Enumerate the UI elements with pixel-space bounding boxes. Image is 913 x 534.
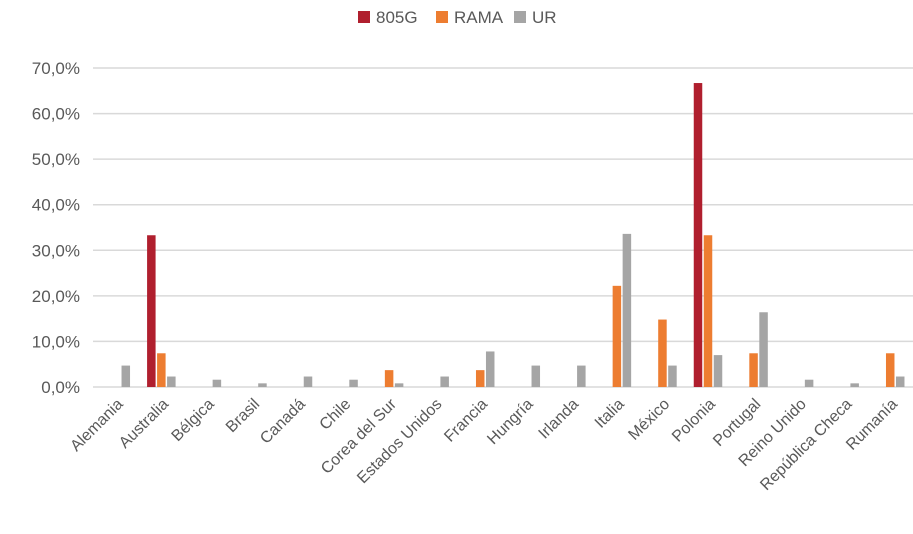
bar-ur-4 bbox=[303, 376, 313, 387]
bar-ur-9 bbox=[531, 365, 541, 387]
bar-rama-1 bbox=[157, 353, 166, 387]
legend-swatch-805g bbox=[358, 11, 370, 23]
x-tick-label: Italia bbox=[592, 396, 628, 432]
x-tick-label: Chile bbox=[317, 396, 355, 434]
legend-swatch-rama bbox=[436, 11, 448, 23]
bar-ur-10 bbox=[577, 365, 586, 387]
legend-swatch-ur bbox=[514, 11, 526, 23]
x-tick-label: Australia bbox=[116, 396, 172, 452]
x-tick-label: Brasil bbox=[223, 396, 263, 436]
bar-ur-12 bbox=[668, 365, 677, 387]
bar-805g-13 bbox=[693, 83, 703, 387]
bar-ur-1 bbox=[167, 376, 176, 387]
y-tick-label: 10,0% bbox=[32, 332, 80, 351]
bar-ur-0 bbox=[121, 365, 131, 387]
bar-ur-14 bbox=[759, 312, 768, 387]
y-axis: 0,0% 10,0% 20,0% 30,0% 40,0% 50,0% 60,0% 70,0% bbox=[32, 59, 80, 397]
bar-ur-8 bbox=[485, 351, 495, 387]
bar-rama-12 bbox=[658, 319, 667, 387]
bar-ur-3 bbox=[258, 383, 267, 387]
x-tick-label: Hungría bbox=[484, 396, 536, 448]
bar-ur-16 bbox=[850, 383, 859, 387]
y-tick-label: 50,0% bbox=[32, 150, 80, 169]
bar-rama-17 bbox=[885, 353, 895, 387]
legend-label-ur: UR bbox=[532, 8, 557, 27]
bar-rama-13 bbox=[703, 235, 713, 387]
bar-rama-11 bbox=[612, 285, 622, 387]
y-tick-label: 40,0% bbox=[32, 196, 80, 215]
bar-ur-17 bbox=[895, 376, 905, 387]
bar-ur-13 bbox=[713, 355, 723, 387]
bar-rama-6 bbox=[384, 370, 394, 387]
y-tick-label: 70,0% bbox=[32, 59, 80, 78]
legend-label-rama: RAMA bbox=[454, 8, 504, 27]
x-tick-label: Irlanda bbox=[536, 396, 583, 443]
legend-label-805g: 805G bbox=[376, 8, 418, 27]
bar-rama-8 bbox=[475, 370, 485, 387]
y-tick-label: 0,0% bbox=[41, 378, 80, 397]
y-tick-label: 60,0% bbox=[32, 105, 80, 124]
bar-ur-11 bbox=[622, 233, 632, 387]
x-tick-label: Canadá bbox=[257, 396, 309, 448]
bars bbox=[121, 83, 905, 387]
bar-ur-2 bbox=[212, 379, 222, 387]
x-tick-label: Alemania bbox=[67, 396, 126, 455]
bar-rama-14 bbox=[749, 353, 758, 387]
x-tick-label: Bélgica bbox=[169, 396, 218, 445]
y-tick-label: 20,0% bbox=[32, 287, 80, 306]
bar-805g-1 bbox=[147, 235, 156, 387]
gridlines bbox=[93, 67, 913, 388]
legend: 805G RAMA UR bbox=[358, 8, 557, 27]
x-tick-label: Estados Unidos bbox=[354, 396, 445, 487]
bar-ur-5 bbox=[349, 379, 358, 387]
bar-ur-15 bbox=[804, 379, 814, 387]
x-tick-label: México bbox=[625, 396, 673, 444]
bar-ur-7 bbox=[440, 376, 449, 387]
y-tick-label: 30,0% bbox=[32, 241, 80, 260]
bar-ur-6 bbox=[394, 383, 404, 387]
x-tick-label: Francia bbox=[441, 396, 491, 446]
